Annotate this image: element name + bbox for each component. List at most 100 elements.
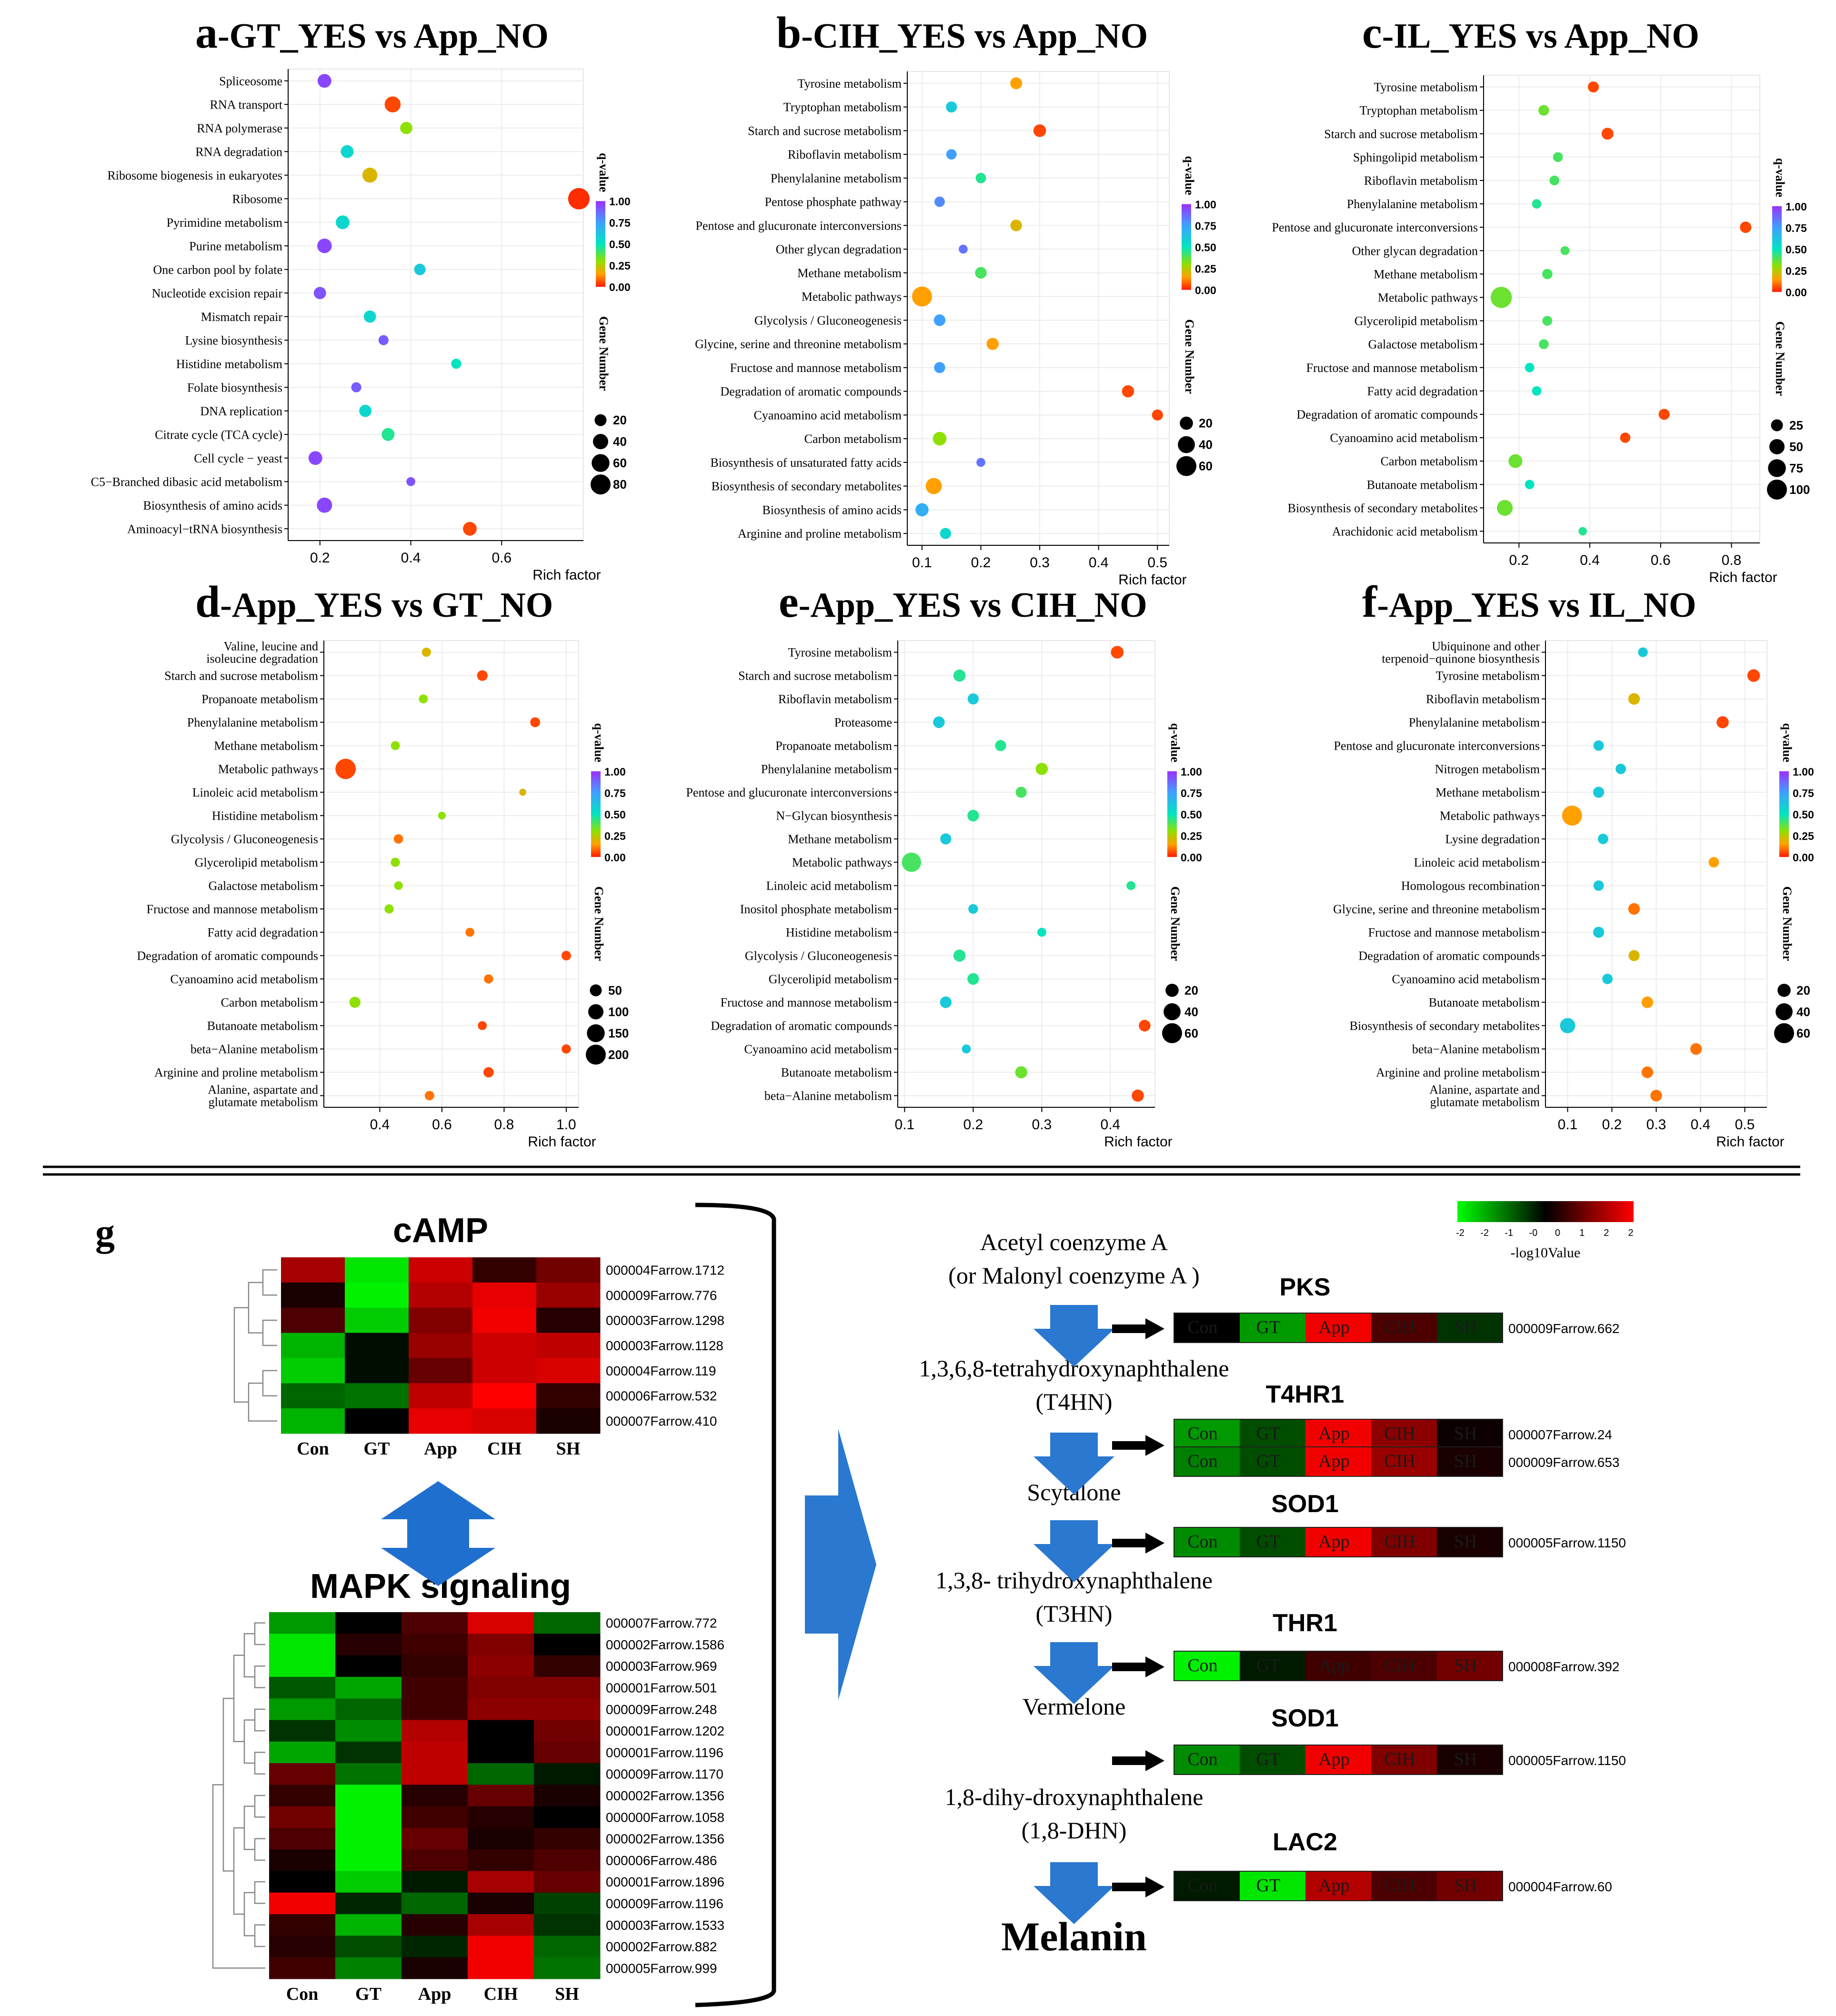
heatmap-cell <box>534 1785 601 1807</box>
y-tick-label: Phenylalanine metabolism <box>1409 716 1540 730</box>
dendrogram-branch <box>254 1622 265 1645</box>
gene-number-legend-label: 20 <box>1184 983 1198 997</box>
color-key-tick: -2 <box>1456 1228 1465 1238</box>
enrichment-dot <box>484 974 493 984</box>
y-tick-label: Tyrosine metabolism <box>1436 669 1540 683</box>
heatmap-cell <box>468 1634 534 1656</box>
enrichment-dot <box>933 431 947 446</box>
heatmap-cell <box>401 1806 468 1828</box>
heatmap-row-label: 000006Farrow.532 <box>606 1389 717 1404</box>
y-tick-label: Histidine metabolism <box>176 357 282 371</box>
color-key-tick: -1 <box>1505 1228 1513 1238</box>
gene-heat-cell-label: Con <box>1187 1451 1217 1471</box>
enrichment-dot <box>519 789 526 796</box>
y-tick-label: Biosynthesis of secondary metabolites <box>712 480 902 493</box>
gene-heat-cell <box>1240 1419 1306 1449</box>
gene-heat-cell <box>1437 1527 1503 1557</box>
y-tick-label: Tryptophan metabolism <box>1360 104 1478 118</box>
q-value-legend-label: 0.00 <box>1195 284 1216 297</box>
color-key-tick: 2 <box>1628 1228 1633 1238</box>
q-value-legend-label: 0.75 <box>1195 220 1216 232</box>
heatmap-cell <box>401 1957 468 1979</box>
y-tick-label: beta−Alanine metabolism <box>191 1043 318 1056</box>
heatmap-cell <box>335 1827 402 1850</box>
heatmap-row-label: 000001Farrow.1202 <box>606 1724 724 1738</box>
gene-heat-cell <box>1371 1527 1437 1557</box>
enrichment-dot <box>317 74 331 88</box>
y-tick-label: Ribosome biogenesis in eukaryotes <box>107 169 282 182</box>
heatmap-cell <box>335 1741 402 1764</box>
heatmap-column-label: CIH <box>484 1984 518 2004</box>
heatmap-cell <box>409 1257 473 1283</box>
enrichment-dot <box>465 928 475 937</box>
x-axis-label: Rich factor <box>532 567 601 583</box>
dotplot-title: a-GT_YES vs App_NO <box>195 8 549 58</box>
enrichment-dot <box>1111 646 1124 659</box>
y-tick-label: beta−Alanine metabolism <box>1412 1043 1540 1056</box>
gene-heat-cell <box>1305 1871 1372 1901</box>
enrichment-dot <box>934 362 945 373</box>
x-axis-label: Rich factor <box>1104 1134 1172 1150</box>
heatmap-column-label: Con <box>286 1984 319 2004</box>
y-tick-label: Glycolysis / Gluconeogenesis <box>754 313 902 327</box>
gene-id-label: 000005Farrow.1150 <box>1508 1535 1626 1550</box>
heatmap-row-label: 000009Farrow.248 <box>606 1702 717 1717</box>
q-value-legend-label: 0.00 <box>1181 851 1202 863</box>
y-tick-label: Folate biosynthesis <box>187 381 282 394</box>
y-tick-label: Methane metabolism <box>1374 267 1478 281</box>
y-tick-label: Starch and sucrose metabolism <box>748 124 902 138</box>
y-tick-label: Other glycan degradation <box>776 242 902 256</box>
y-tick-label: Pyrimidine metabolism <box>167 216 282 230</box>
heatmap-cell <box>281 1257 345 1283</box>
enrichment-dot <box>1562 805 1582 826</box>
x-tick-label: 0.4 <box>1580 552 1600 568</box>
gene-number-legend-dot <box>591 474 611 495</box>
heatmap-cell <box>534 1806 601 1828</box>
gene-heat-cell-label: Con <box>1187 1532 1217 1552</box>
enrichment-dot <box>1553 152 1563 162</box>
enrichment-dot <box>384 904 394 914</box>
arrow-down-icon <box>1033 1305 1114 1367</box>
gene-id-label: 000008Farrow.392 <box>1508 1659 1620 1674</box>
enrichment-dot <box>1658 409 1670 420</box>
heatmap-row-label: 000004Farrow.1712 <box>606 1263 724 1277</box>
gene-heat-cell <box>1174 1651 1240 1681</box>
gene-number-legend-dot <box>1771 419 1783 431</box>
pathway-compound: (1,8-DHN) <box>1022 1817 1127 1844</box>
q-value-legend-label: 1.00 <box>609 195 631 208</box>
gene-heat-cell-label: Con <box>1187 1749 1217 1769</box>
gene-heat-cell-label: CIH <box>1384 1424 1415 1444</box>
enrichment-dot <box>976 458 985 467</box>
y-tick-label: Metabolic pathways <box>802 290 902 304</box>
y-tick-label: Tyrosine metabolism <box>1374 80 1478 94</box>
y-tick-label: Cyanoamino acid metabolism <box>1392 973 1540 986</box>
panel-title-text: -CIH_YES vs App_NO <box>801 17 1148 56</box>
gene-number-legend-dot <box>592 454 610 472</box>
enrichment-dot <box>953 669 966 682</box>
y-tick-label: Metabolic pathways <box>218 762 318 776</box>
x-tick-label: 0.1 <box>1558 1117 1578 1133</box>
enrichment-dot <box>940 996 952 1008</box>
pathway-compound: (or Malonyl coenzyme A ) <box>948 1262 1200 1289</box>
enrichment-dot <box>925 478 942 494</box>
enrichment-dot <box>1033 124 1046 137</box>
y-tick-label: Homologous recombination <box>1401 879 1540 893</box>
q-value-legend-label: 1.00 <box>604 765 626 778</box>
gene-number-legend-label: 50 <box>1789 440 1803 454</box>
gene-heat-cell <box>1305 1313 1372 1343</box>
y-tick-label: Metabolic pathways <box>792 856 892 870</box>
gene-number-legend-title: Gene Number <box>1183 319 1196 394</box>
heatmap-cell <box>335 1806 402 1828</box>
y-tick-label: Methane metabolism <box>797 266 902 280</box>
enrichment-dot <box>1615 763 1626 774</box>
gene-heat-cell-label: GT <box>1256 1749 1281 1769</box>
x-tick-label: 0.4 <box>401 550 421 566</box>
heatmap-column-label: App <box>424 1439 457 1459</box>
enrichment-dot <box>313 287 326 300</box>
enrichment-dot <box>1593 740 1604 751</box>
heatmap-cell <box>534 1871 601 1893</box>
q-value-legend-title: q-value <box>1183 156 1196 195</box>
y-tick-label: RNA degradation <box>195 145 282 159</box>
x-tick-label: 0.6 <box>432 1117 452 1133</box>
